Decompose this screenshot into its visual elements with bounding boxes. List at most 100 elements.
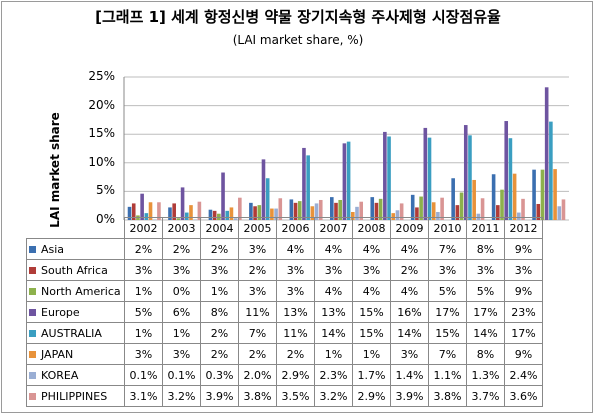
data-label: 5%	[466, 280, 505, 302]
data-label: 4%	[314, 238, 353, 260]
bar-north-america-2007	[338, 199, 342, 220]
data-label: 3.9%	[390, 385, 429, 407]
legend-label: Asia	[41, 242, 65, 256]
bar-korea-2011	[517, 212, 521, 220]
series-name: South Africa	[26, 259, 125, 281]
data-label: 1%	[162, 322, 201, 344]
bar-philippines-2002	[157, 202, 161, 220]
data-label: 2%	[238, 343, 277, 365]
bar-south-africa-2008	[374, 202, 379, 220]
bar-europe-2006	[302, 147, 306, 220]
data-label: 5%	[124, 301, 163, 323]
bar-europe-2009	[423, 127, 428, 220]
bar-south-africa-2007	[334, 202, 338, 220]
x-tick-label: 2011	[466, 217, 505, 239]
bar-japan-2006	[310, 206, 315, 220]
bar-australia-2006	[306, 155, 310, 220]
bar-north-america-2011	[500, 189, 504, 220]
data-label: 8%	[466, 343, 505, 365]
series-name: Asia	[26, 238, 125, 260]
table-row: PHILIPPINES 3.1% 3.2% 3.9% 3.8% 3.5% 3.2% 2.9% 3…	[26, 385, 543, 407]
data-label: 3.2%	[314, 385, 353, 407]
x-tick-label: 2008	[352, 217, 391, 239]
data-label: 1%	[200, 280, 239, 302]
data-label: 1.4%	[390, 364, 429, 386]
data-label: 2%	[162, 238, 201, 260]
bar-europe-2008	[383, 131, 387, 220]
data-label: 3%	[238, 238, 277, 260]
data-label: 3%	[162, 259, 201, 281]
data-label: 0.3%	[200, 364, 239, 386]
data-label: 1.7%	[352, 364, 391, 386]
data-label: 3%	[124, 343, 163, 365]
legend-label: AUSTRALIA	[41, 326, 102, 340]
data-label: 15%	[352, 322, 391, 344]
bar-south-africa-2004	[212, 210, 217, 220]
bar-north-america-2009	[419, 196, 423, 220]
series-name: PHILIPPINES	[26, 385, 125, 407]
x-tick-label: 2006	[276, 217, 315, 239]
data-label: 8%	[466, 238, 505, 260]
data-label: 3%	[314, 259, 353, 281]
data-label: 3.2%	[162, 385, 201, 407]
x-tick-label: 2009	[390, 217, 429, 239]
series-name: Europe	[26, 301, 125, 323]
bar-australia-2005	[265, 178, 270, 220]
bar-australia-2009	[427, 137, 432, 220]
legend-swatch	[29, 350, 36, 358]
data-label: 9%	[504, 343, 543, 365]
bar-japan-2009	[431, 202, 436, 220]
data-label: 1%	[124, 322, 163, 344]
data-label: 23%	[504, 301, 543, 323]
x-tick-label: 2007	[314, 217, 353, 239]
data-label: 15%	[352, 301, 391, 323]
x-tick-label: 2004	[200, 217, 239, 239]
data-label: 2%	[390, 259, 429, 281]
data-label: 1%	[314, 343, 353, 365]
data-label: 3%	[238, 280, 277, 302]
data-table: 2002 2003 2004 2005 2006 2007 2008 2009 2010 2011…	[26, 217, 543, 407]
data-label: 1.1%	[428, 364, 467, 386]
bar-south-africa-2006	[293, 202, 298, 220]
table-row: KOREA 0.1% 0.1% 0.3% 2.0% 2.9% 2.3% 1.7% 1.4% 1.1…	[26, 364, 543, 386]
legend-swatch	[29, 287, 36, 295]
x-tick-label: 2002	[124, 217, 163, 239]
y-tick-label: 25%	[88, 69, 115, 83]
table-row: North America 1% 0% 1% 3% 3% 4% 4% 4% 5% 5% 9%	[26, 280, 543, 302]
table-corner	[26, 217, 125, 239]
series-name: KOREA	[26, 364, 125, 386]
series-name: AUSTRALIA	[26, 322, 125, 344]
bar-korea-2010	[476, 213, 481, 220]
bar-south-africa-2009	[415, 207, 419, 220]
bar-japan-2012	[553, 169, 557, 220]
bar-asia-2011	[491, 174, 496, 220]
bar-europe-2003	[180, 187, 185, 220]
bar-korea-2006	[314, 203, 319, 220]
legend-label: South Africa	[41, 263, 108, 277]
data-label: 2.3%	[314, 364, 353, 386]
bar-south-africa-2011	[496, 205, 500, 220]
bar-asia-2012	[532, 169, 536, 220]
data-label: 0%	[162, 280, 201, 302]
legend-label: North America	[41, 284, 121, 298]
bar-australia-2010	[468, 135, 472, 220]
data-label: 3.1%	[124, 385, 163, 407]
bar-asia-2009	[410, 194, 415, 220]
data-label: 0.1%	[124, 364, 163, 386]
legend-label: Europe	[41, 305, 80, 319]
data-label: 2%	[200, 343, 239, 365]
data-label: 4%	[390, 280, 429, 302]
y-tick-label: 15%	[88, 126, 115, 141]
data-label: 1%	[124, 280, 163, 302]
data-label: 3.7%	[466, 385, 505, 407]
x-tick-label: 2012	[504, 217, 543, 239]
table-row: AUSTRALIA 1% 1% 2% 7% 11% 14% 15% 14% 15% 14% 17%	[26, 322, 543, 344]
bar-korea-2007	[355, 206, 359, 220]
data-label: 4%	[390, 238, 429, 260]
data-label: 2.4%	[504, 364, 543, 386]
data-label: 0.1%	[162, 364, 201, 386]
bar-philippines-2011	[521, 198, 525, 220]
table-row: South Africa 3% 3% 3% 2% 3% 3% 3% 2% 3% 3% 3%	[26, 259, 543, 281]
bar-north-america-2006	[297, 201, 302, 220]
legend-label: JAPAN	[41, 347, 74, 361]
